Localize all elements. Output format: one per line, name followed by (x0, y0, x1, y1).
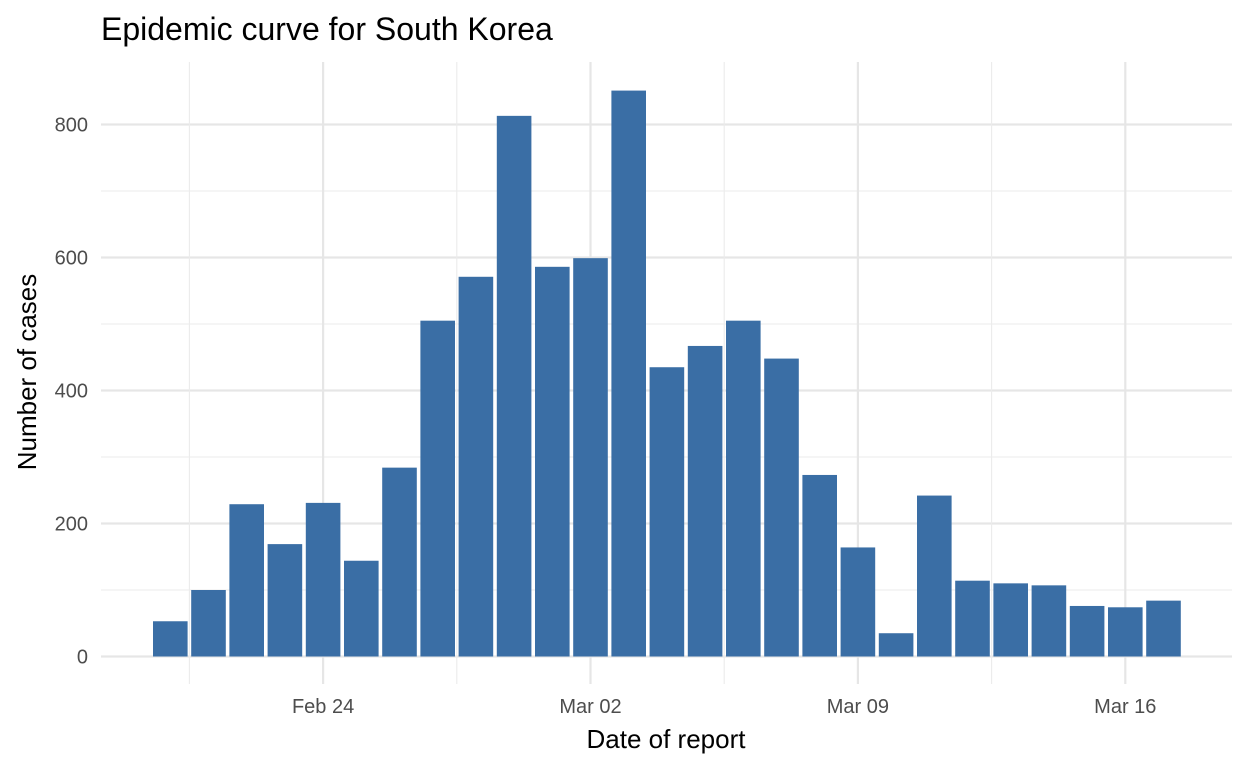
bar (458, 276, 494, 657)
bar (153, 621, 188, 657)
bar (993, 583, 1028, 657)
y-tick-label: 200 (55, 514, 88, 536)
y-tick-label: 0 (77, 647, 88, 669)
bar (573, 258, 608, 657)
y-tick-labels: 0 200 400 600 800 (55, 115, 88, 669)
bar (764, 358, 799, 657)
y-tick-label: 400 (55, 381, 88, 403)
bar (535, 266, 570, 657)
bar (191, 590, 226, 657)
bar (344, 560, 379, 657)
chart-title: Epidemic curve for South Korea (101, 11, 553, 47)
bar (840, 547, 876, 657)
bar (1146, 600, 1181, 657)
bar (649, 367, 685, 657)
bar (611, 90, 646, 657)
y-tick-label: 600 (55, 248, 88, 270)
x-tick-labels: Feb 24 Mar 02 Mar 09 Mar 16 (292, 696, 1156, 718)
bar (1031, 585, 1067, 657)
x-tick-label: Mar 02 (559, 696, 621, 718)
bar (802, 474, 837, 657)
bar (382, 467, 417, 657)
bar (420, 320, 455, 657)
x-tick-label: Feb 24 (292, 696, 354, 718)
bar (878, 633, 914, 657)
bar (687, 345, 723, 657)
bar (917, 495, 952, 657)
bars (153, 90, 1181, 657)
y-axis-title: Number of cases (12, 274, 42, 471)
y-tick-label: 800 (55, 115, 88, 137)
x-tick-label: Mar 09 (827, 696, 889, 718)
bar (229, 504, 264, 657)
bar (1108, 607, 1143, 657)
x-tick-label: Mar 16 (1094, 696, 1156, 718)
bar (267, 544, 303, 657)
bar (305, 502, 341, 657)
bar (496, 115, 532, 657)
x-axis-title: Date of report (587, 724, 747, 754)
bar (1069, 605, 1105, 657)
bar (726, 320, 761, 657)
bar (955, 580, 990, 657)
